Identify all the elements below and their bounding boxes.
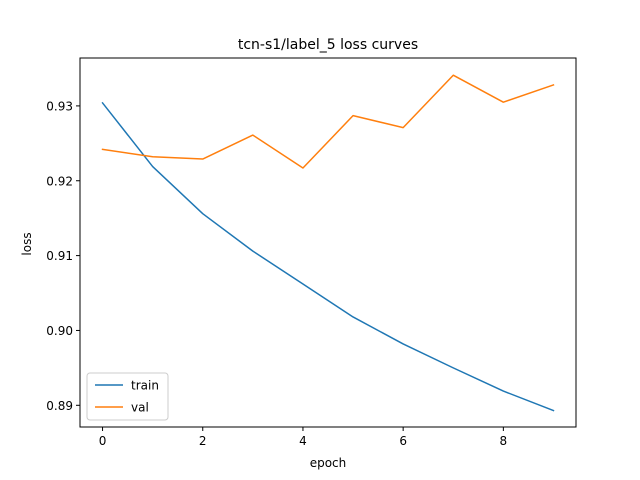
series-line-val [101,74,555,169]
legend: train val [86,372,169,421]
series-line-train [101,101,555,412]
axes [79,57,577,428]
x-axis-label: epoch [310,456,347,470]
x-tick-label: 8 [500,434,508,448]
y-tick-label: 0.91 [46,249,73,263]
y-axis-label: loss [20,232,34,255]
y-tick-label: 0.90 [46,324,73,338]
y-tick-label: 0.89 [46,399,73,413]
x-tick-label: 4 [299,434,307,448]
plot-frame [79,57,577,428]
legend-label-val: val [131,401,149,415]
x-tick-label: 0 [99,434,107,448]
x-tick-label: 2 [199,434,207,448]
chart-title: tcn-s1/label_5 loss curves [238,37,418,53]
series-lines [101,74,555,412]
legend-label-train: train [131,379,159,393]
x-tick-label: 6 [399,434,407,448]
ticks: 0 2 4 6 8 0.89 0.90 0.91 0.92 0.93 [46,99,507,448]
y-tick-label: 0.93 [46,99,73,113]
y-tick-label: 0.92 [46,174,73,188]
